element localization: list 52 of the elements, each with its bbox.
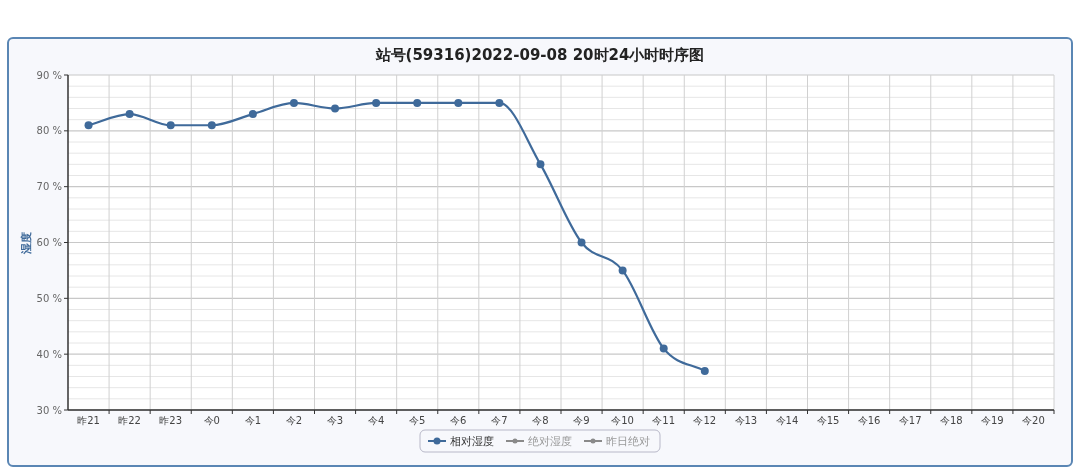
x-tick-label: 今10: [611, 415, 634, 426]
point: [536, 160, 545, 169]
point: [125, 110, 134, 119]
x-tick-label: 今20: [1022, 415, 1045, 426]
y-tick-label: 40 %: [36, 348, 62, 360]
y-tick-label: 50 %: [36, 292, 62, 304]
y-tick-label: 60 %: [36, 237, 62, 248]
y-tick-label: 70 %: [36, 181, 62, 193]
chart-title: 站号(59316)2022-09-08 20时24小时时序图: [374, 46, 705, 64]
x-tick-label: 今19: [981, 415, 1004, 426]
x-tick-label: 今15: [816, 415, 840, 426]
point: [207, 121, 216, 130]
x-tick-label: 今16: [857, 415, 881, 426]
x-tick-label: 昨22: [118, 415, 141, 426]
y-tick-label: 30 %: [36, 404, 62, 416]
x-tick-label: 今11: [652, 415, 676, 426]
point: [618, 266, 627, 275]
x-tick-label: 今7: [491, 415, 508, 426]
x-tick-label: 昨23: [159, 415, 183, 426]
x-tick-label: 今13: [734, 415, 758, 426]
point: [413, 98, 422, 107]
x-tick-label: 今18: [939, 415, 963, 426]
point: [372, 98, 381, 107]
point: [289, 98, 298, 107]
x-tick-label: 今14: [775, 415, 799, 426]
point: [577, 238, 586, 247]
x-tick-label: 今8: [532, 415, 549, 426]
legend-label: 昨日绝对: [606, 435, 650, 448]
point: [166, 121, 175, 130]
x-tick-label: 今1: [244, 415, 262, 426]
x-tick-label: 今5: [409, 415, 426, 426]
x-tick-label: 今12: [693, 415, 717, 426]
x-tick-label: 今4: [367, 415, 385, 426]
x-tick-label: 今6: [450, 415, 467, 426]
x-tick-label: 昨21: [77, 415, 100, 426]
x-tick-label: 今17: [898, 415, 922, 426]
point: [248, 110, 257, 119]
legend-label: 相对湿度: [450, 435, 494, 448]
point: [331, 104, 340, 113]
point: [495, 98, 504, 107]
point: [659, 344, 668, 353]
x-tick-label: 今9: [573, 415, 590, 426]
x-tick-label: 今3: [326, 415, 344, 426]
point: [700, 366, 709, 375]
y-tick-label: 90 %: [36, 69, 62, 81]
y-axis-title: 湿度: [20, 231, 33, 255]
x-tick-label: 今2: [285, 415, 303, 426]
y-tick-label: 80 %: [36, 125, 62, 137]
point: [84, 121, 93, 130]
x-tick-label: 今0: [203, 415, 220, 426]
point: [454, 98, 463, 107]
legend-label: 绝对湿度: [528, 435, 572, 448]
